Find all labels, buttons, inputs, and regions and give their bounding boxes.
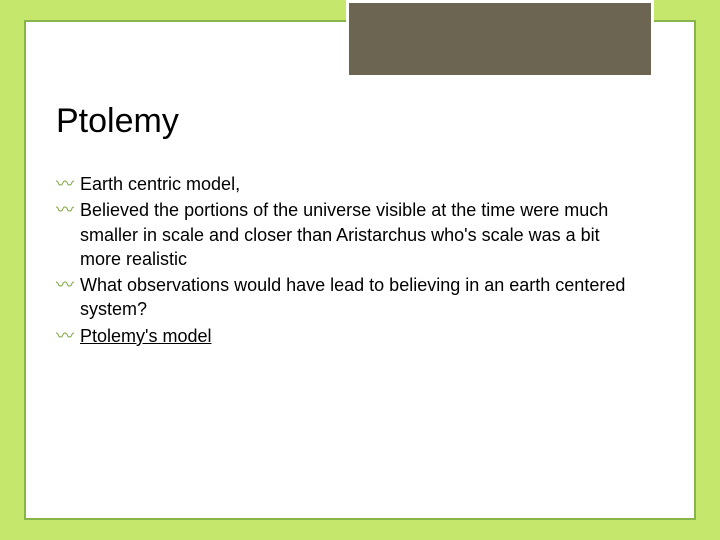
bullet-icon: 〰 [56, 172, 74, 196]
bullet-link[interactable]: Ptolemy's model [80, 324, 634, 348]
bullet-text: Earth centric model, [80, 172, 634, 196]
bullet-icon: 〰 [56, 273, 74, 297]
list-item: 〰 Ptolemy's model [56, 324, 634, 348]
bullet-text: Believed the portions of the universe vi… [80, 198, 634, 271]
bullet-list: 〰 Earth centric model, 〰 Believed the po… [56, 172, 634, 350]
list-item: 〰 Earth centric model, [56, 172, 634, 196]
slide-card: Ptolemy 〰 Earth centric model, 〰 Believe… [24, 20, 696, 520]
accent-box [346, 0, 654, 78]
bullet-icon: 〰 [56, 324, 74, 348]
bullet-icon: 〰 [56, 198, 74, 222]
slide-title: Ptolemy [56, 102, 179, 141]
list-item: 〰 What observations would have lead to b… [56, 273, 634, 322]
list-item: 〰 Believed the portions of the universe … [56, 198, 634, 271]
bullet-text: What observations would have lead to bel… [80, 273, 634, 322]
